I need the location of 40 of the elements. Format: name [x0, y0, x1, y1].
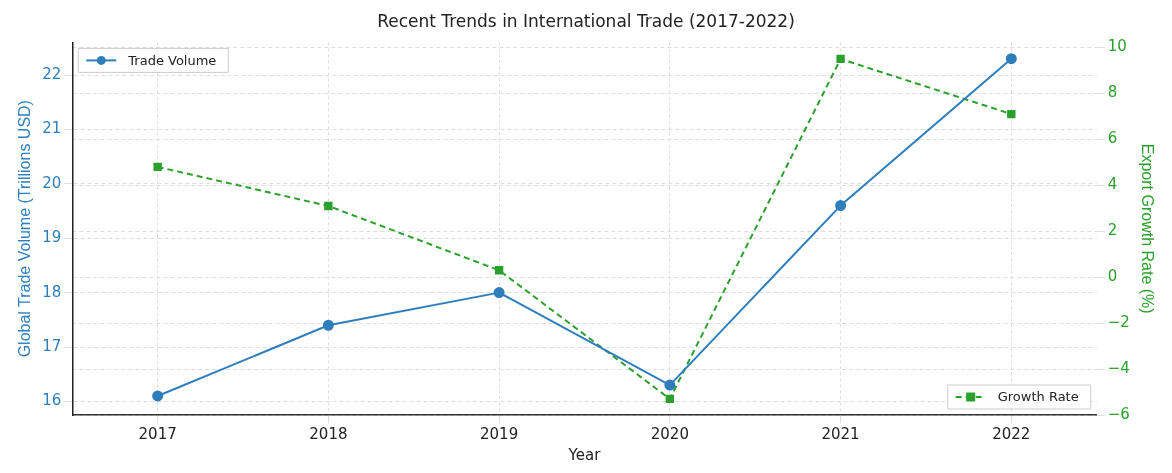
- point: [493, 287, 505, 299]
- x-axis-title: Year: [567, 445, 602, 464]
- x-tick-label: 2018: [309, 424, 348, 443]
- x-tick-label: 2022: [992, 424, 1031, 443]
- x-tick-label: 2021: [821, 424, 860, 443]
- y2-tick-label: −6: [1107, 404, 1130, 423]
- y2-axis-title: Export Growth Rate (%): [1138, 143, 1156, 314]
- x-tick-label: 2020: [650, 424, 689, 443]
- y2-tick-label: 2: [1107, 221, 1118, 240]
- chart-title: Recent Trends in International Trade (2017-2022): [377, 10, 795, 31]
- point: [152, 390, 164, 402]
- legend-label: Trade Volume: [127, 52, 217, 68]
- y-tick-label: 16: [42, 391, 62, 410]
- x-tick-label: 2019: [480, 424, 519, 443]
- y2-tick-label: 4: [1107, 175, 1118, 194]
- y-tick-label: 22: [42, 64, 62, 83]
- y-tick-label: 17: [42, 336, 62, 355]
- y2-tick-label: −4: [1107, 358, 1130, 377]
- y2-tick-label: 6: [1107, 129, 1118, 148]
- point: [836, 54, 845, 64]
- point: [665, 394, 675, 404]
- y-tick-label: 20: [42, 173, 62, 192]
- y2-tick-label: −2: [1107, 313, 1130, 331]
- y-axis-title: Global Trade Volume (Trillions USD): [16, 100, 34, 358]
- point: [494, 266, 504, 275]
- y-tick-label: 18: [42, 282, 62, 301]
- y2-tick-label: 8: [1107, 83, 1118, 102]
- point: [1007, 109, 1016, 119]
- point: [835, 200, 847, 212]
- y2-tick-label: 0: [1107, 267, 1118, 286]
- legend-label: Growth Rate: [997, 389, 1079, 405]
- point: [322, 319, 334, 331]
- y-tick-label: 19: [42, 228, 62, 247]
- y2-tick-label: 10: [1107, 37, 1127, 56]
- y-tick-label: 21: [42, 119, 62, 138]
- x-tick-label: 2017: [138, 424, 177, 443]
- point: [1005, 53, 1017, 65]
- point: [664, 379, 676, 391]
- point: [324, 201, 333, 211]
- point: [153, 162, 162, 172]
